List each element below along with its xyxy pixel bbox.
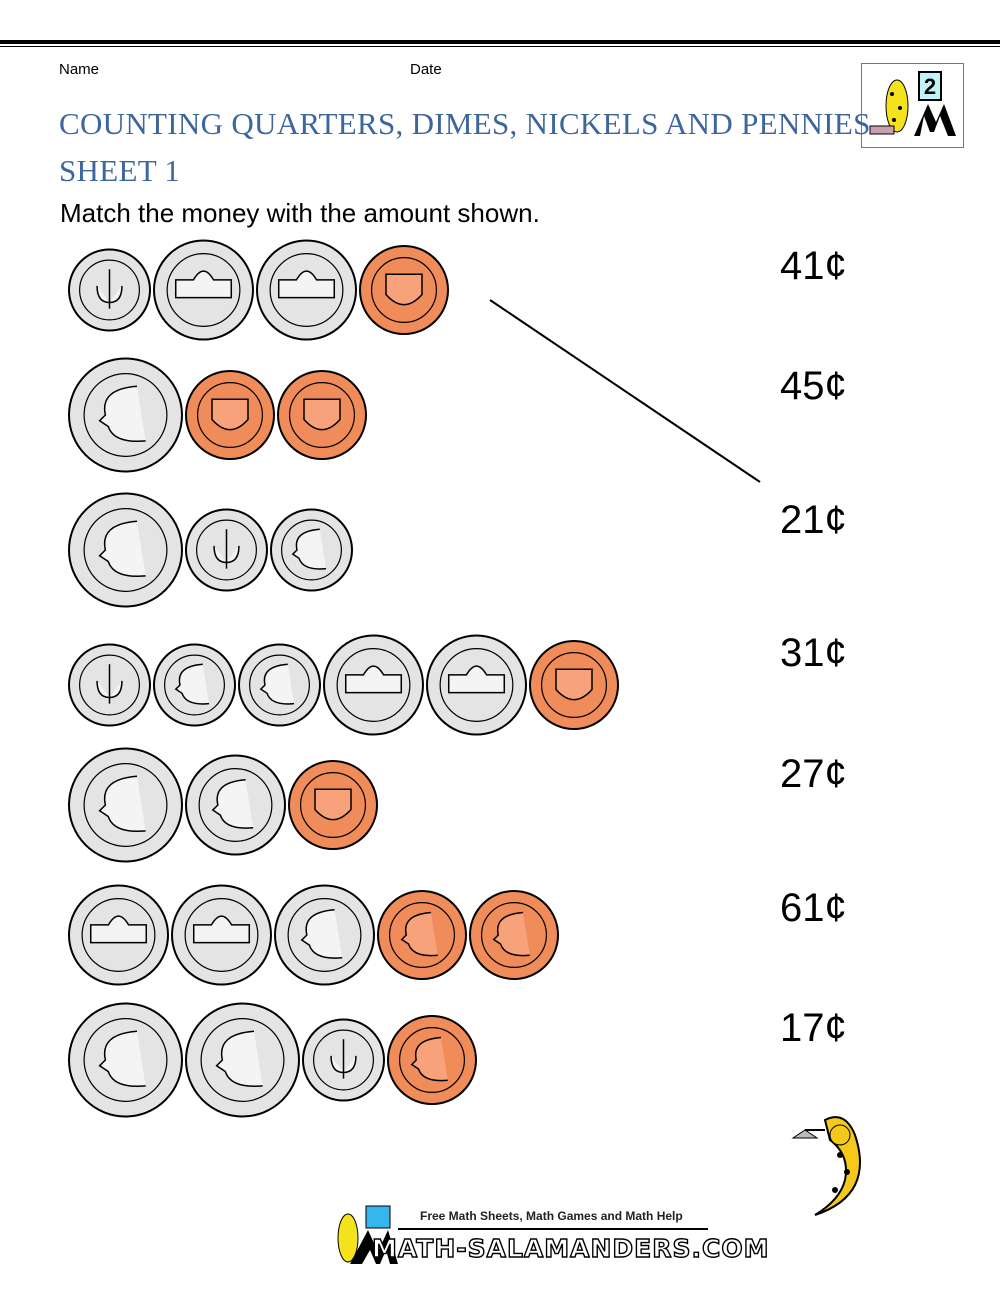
nickel-coin-back	[171, 884, 272, 986]
quarter-coin-front	[185, 1002, 300, 1118]
quarter-coin-front	[68, 492, 183, 608]
nickel-coin-back	[153, 239, 254, 341]
worksheet-subtitle: SHEET 1	[59, 153, 181, 188]
dime-coin-front	[270, 508, 353, 592]
nickel-coin-back	[426, 634, 527, 736]
penny-coin-back	[359, 245, 449, 335]
date-label: Date	[410, 61, 442, 78]
dime-coin-back	[68, 248, 151, 332]
name-label: Name	[59, 61, 100, 78]
amount-5: 27¢	[780, 752, 847, 796]
dime-coin-back	[185, 508, 268, 592]
footer-site-link[interactable]: MATH-SALAMANDERS.COM	[371, 1233, 770, 1263]
quarter-coin-front	[68, 747, 183, 863]
penny-coin-front	[469, 890, 559, 980]
nickel-coin-back	[323, 634, 424, 736]
nickel-coin-front	[185, 754, 286, 856]
nickel-coin-back	[256, 239, 357, 341]
quarter-coin-front	[68, 1002, 183, 1118]
footer-logo	[337, 1205, 398, 1264]
quarter-coin-front	[68, 357, 183, 473]
match-line	[489, 299, 761, 483]
penny-coin-back	[288, 760, 378, 850]
footer-tagline: Free Math Sheets, Math Games and Math He…	[420, 1209, 683, 1223]
amount-3: 21¢	[780, 498, 847, 542]
salamander-illustration	[791, 1116, 861, 1216]
dime-coin-front	[153, 643, 236, 727]
amount-6: 61¢	[780, 886, 847, 930]
penny-coin-back	[185, 370, 275, 460]
instructions: Match the money with the amount shown.	[60, 198, 540, 228]
footer-rule	[398, 1228, 708, 1230]
amount-2: 45¢	[780, 364, 847, 408]
worksheet-title: COUNTING QUARTERS, DIMES, NICKELS AND PE…	[59, 106, 871, 141]
dime-coin-back	[302, 1018, 385, 1102]
grade-number: 2	[924, 74, 936, 99]
penny-coin-front	[377, 890, 467, 980]
nickel-coin-back	[68, 884, 169, 986]
dime-coin-front	[238, 643, 321, 727]
dime-coin-back	[68, 643, 151, 727]
grade-logo: 2	[861, 63, 964, 148]
amount-7: 17¢	[780, 1006, 847, 1050]
penny-coin-back	[529, 640, 619, 730]
amount-1: 41¢	[780, 244, 847, 288]
amount-4: 31¢	[780, 631, 847, 675]
top-rule	[0, 40, 1000, 44]
top-rule-thin	[0, 46, 1000, 47]
penny-coin-back	[277, 370, 367, 460]
penny-coin-front	[387, 1015, 477, 1105]
nickel-coin-front	[274, 884, 375, 986]
